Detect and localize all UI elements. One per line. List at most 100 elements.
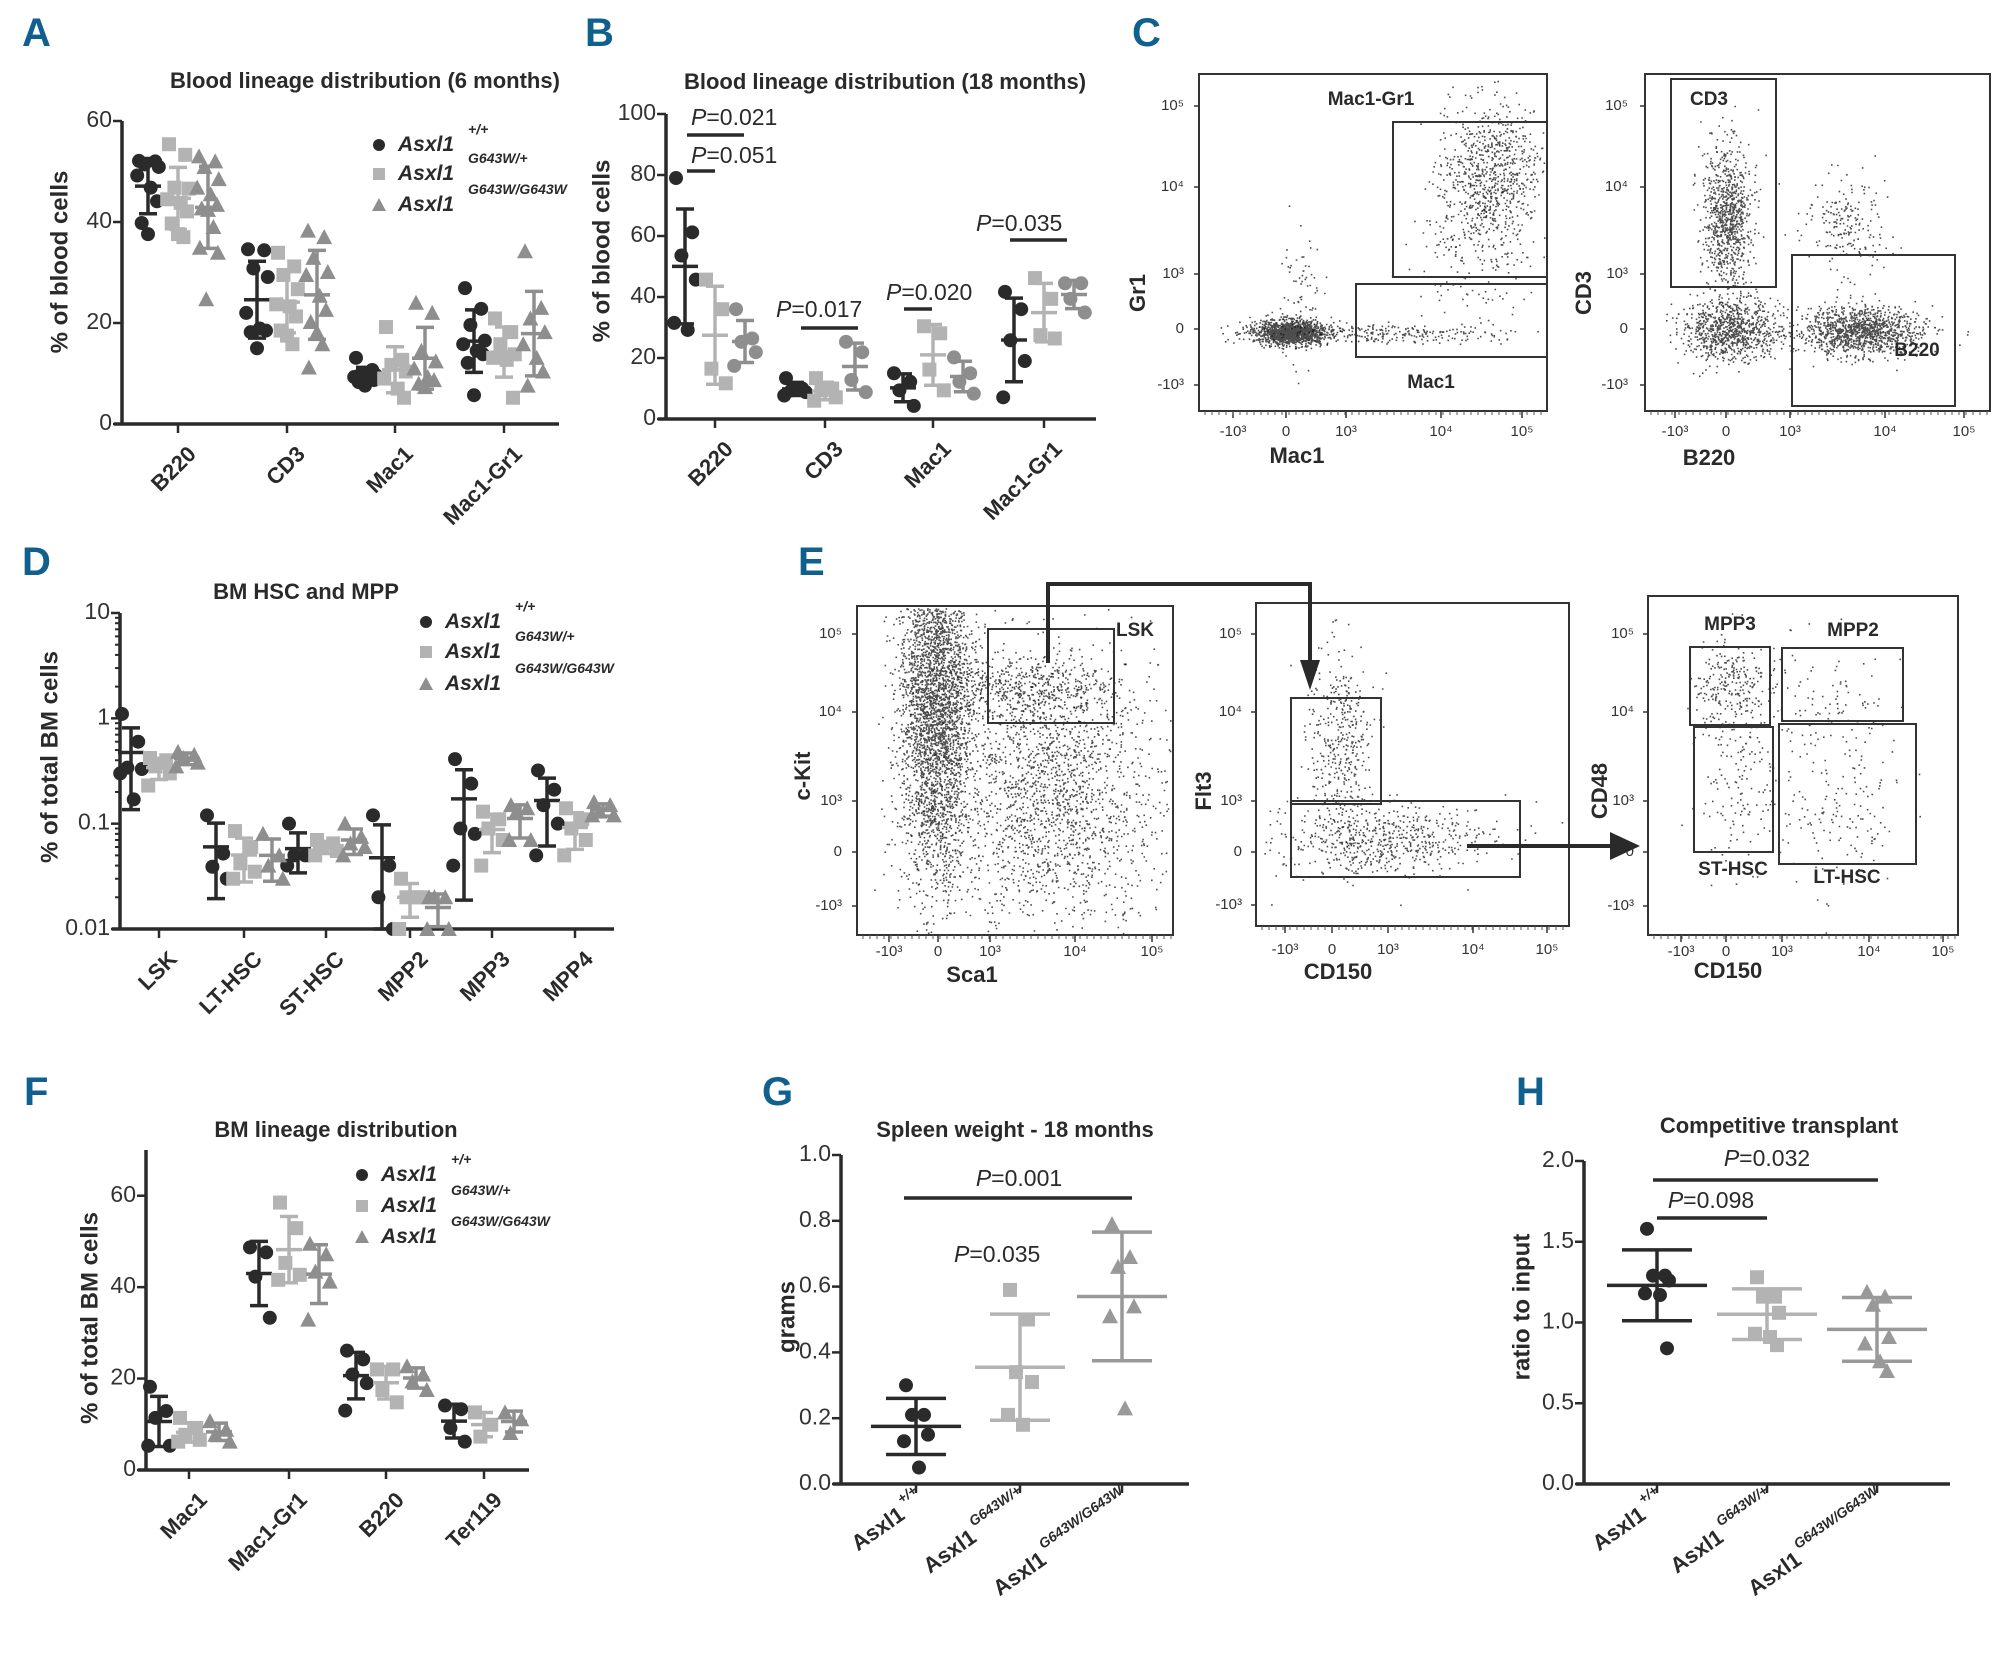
data-point-triangle xyxy=(528,349,545,365)
data-point-square xyxy=(269,297,284,312)
x-tick-label: Asxl1+/+ xyxy=(1584,1482,1670,1556)
y-tick-label: 0 xyxy=(123,1455,136,1481)
genotype-gene: Asxl1 xyxy=(1588,1502,1650,1556)
data-point-triangle xyxy=(300,1311,317,1327)
data-point-circle xyxy=(529,848,544,863)
legend-marker xyxy=(355,1230,369,1243)
data-point-triangle xyxy=(437,889,454,905)
data-point-square xyxy=(171,1434,186,1449)
gate[interactable] xyxy=(1689,646,1771,726)
gate[interactable] xyxy=(1791,254,1956,407)
p-symbol: P xyxy=(954,1241,970,1267)
data-point-circle xyxy=(464,776,479,791)
data-point-triangle xyxy=(440,921,457,936)
flow-event-cloud xyxy=(1222,307,1349,354)
y-tick-label: 80 xyxy=(630,160,656,186)
data-point-triangle xyxy=(298,267,315,283)
y-tick-label: 10⁴ xyxy=(1611,703,1634,720)
series-2 xyxy=(1077,1216,1167,1416)
data-point-triangle xyxy=(316,229,333,245)
y-tick-label: 10⁴ xyxy=(1219,703,1242,720)
data-point-square xyxy=(271,245,285,260)
y-tick-label: 0.0 xyxy=(1542,1469,1574,1495)
data-point-circle xyxy=(550,816,565,831)
gate[interactable] xyxy=(1290,697,1382,805)
data-point-circle xyxy=(669,171,683,186)
y-tick-label: 10⁵ xyxy=(1611,625,1634,642)
x-tick-label: 0 xyxy=(1282,423,1290,440)
gate[interactable] xyxy=(1392,121,1548,278)
p-value: =0.001 xyxy=(991,1165,1062,1191)
y-axis-label: % of total BM cells xyxy=(36,651,63,863)
gate[interactable] xyxy=(1781,647,1904,722)
data-point-circle xyxy=(126,792,141,807)
x-tick-label: CD3 xyxy=(261,441,310,490)
data-point-square xyxy=(1750,1270,1764,1285)
data-point-triangle xyxy=(1122,1248,1138,1264)
y-tick-label: 20 xyxy=(86,308,112,334)
data-point-triangle xyxy=(307,1263,324,1279)
y-tick-label: 10⁴ xyxy=(1605,178,1628,195)
gate[interactable] xyxy=(1670,78,1777,288)
data-point-triangle xyxy=(321,1273,338,1289)
data-point-circle xyxy=(349,350,363,365)
p-value: =0.032 xyxy=(1739,1145,1810,1171)
legend-marker xyxy=(372,198,386,211)
gate[interactable] xyxy=(1778,723,1917,865)
y-tick-label: 1.0 xyxy=(799,1140,831,1166)
genotype-superscript: G643W/+ xyxy=(966,1482,1024,1529)
legend-genotype: G643W/+ xyxy=(515,628,575,644)
y-tick-label: 0 xyxy=(834,843,842,860)
gate[interactable] xyxy=(1355,283,1548,358)
legend-genotype: G643W/+ xyxy=(468,150,528,166)
p-value-annotation: P=0.035 xyxy=(954,1241,1040,1267)
y-tick-label: 1.5 xyxy=(1542,1227,1574,1253)
data-point-circle xyxy=(113,766,128,781)
y-axis-label: c-Kit xyxy=(790,751,815,801)
data-point-circle xyxy=(467,826,482,841)
data-point-circle xyxy=(899,1378,913,1393)
gate[interactable] xyxy=(1290,800,1521,878)
legend-entry: Asxl1 G643W/G643W xyxy=(397,181,569,216)
data-point-triangle xyxy=(198,291,215,307)
x-tick-label: 0 xyxy=(1722,943,1730,960)
x-tick-label: 10³ xyxy=(1377,941,1399,958)
flow-event-cloud xyxy=(1768,721,1921,934)
data-point-triangle xyxy=(191,148,207,164)
data-point-square xyxy=(228,824,242,839)
gate-label: Mac1 xyxy=(1407,372,1455,393)
data-point-square xyxy=(476,804,490,819)
gate[interactable] xyxy=(1693,726,1774,853)
data-point-triangle xyxy=(501,831,518,847)
gate-label: LT-HSC xyxy=(1813,867,1880,888)
p-symbol: P xyxy=(691,104,707,130)
data-point-circle xyxy=(243,325,258,340)
x-tick-label: -10³ xyxy=(1220,423,1247,440)
gate[interactable] xyxy=(987,628,1115,724)
y-tick-label: 10³ xyxy=(1162,265,1184,282)
series-0 xyxy=(130,153,492,403)
panel-d: D BM HSC and MPP % of total BM cells 0.01 0.… xyxy=(22,540,622,1021)
x-tick-label: 10⁵ xyxy=(1536,941,1559,958)
data-point-circle xyxy=(259,1245,274,1260)
data-point-square xyxy=(578,832,593,847)
data-point-circle xyxy=(446,858,461,873)
legend: Asxl1 +/+ Asxl1 G643W/+ Asxl1 G643W/G643W xyxy=(355,1151,552,1248)
p-value-annotation: P=0.017 xyxy=(776,296,862,322)
x-tick-label: Mac1-Gr1 xyxy=(223,1487,312,1576)
data-point-triangle xyxy=(335,847,352,863)
y-tick-label: 60 xyxy=(110,1181,136,1207)
chart-title: BM lineage distribution xyxy=(214,1117,457,1142)
chart-title: Competitive transplant xyxy=(1660,1113,1899,1138)
flow-event-cloud xyxy=(1681,623,1794,887)
p-symbol: P xyxy=(976,210,992,236)
genotype-superscript: G643W/G643W xyxy=(1036,1481,1128,1552)
legend-gene: Asxl1 xyxy=(444,610,501,633)
legend-marker xyxy=(356,1169,368,1181)
y-tick-label: 10⁵ xyxy=(1161,97,1184,114)
data-point-circle xyxy=(729,302,743,317)
series-1 xyxy=(699,271,1062,408)
x-tick-label: B220 xyxy=(146,441,201,496)
panel-b: B Blood lineage distribution (18 months)%… xyxy=(585,11,1096,525)
